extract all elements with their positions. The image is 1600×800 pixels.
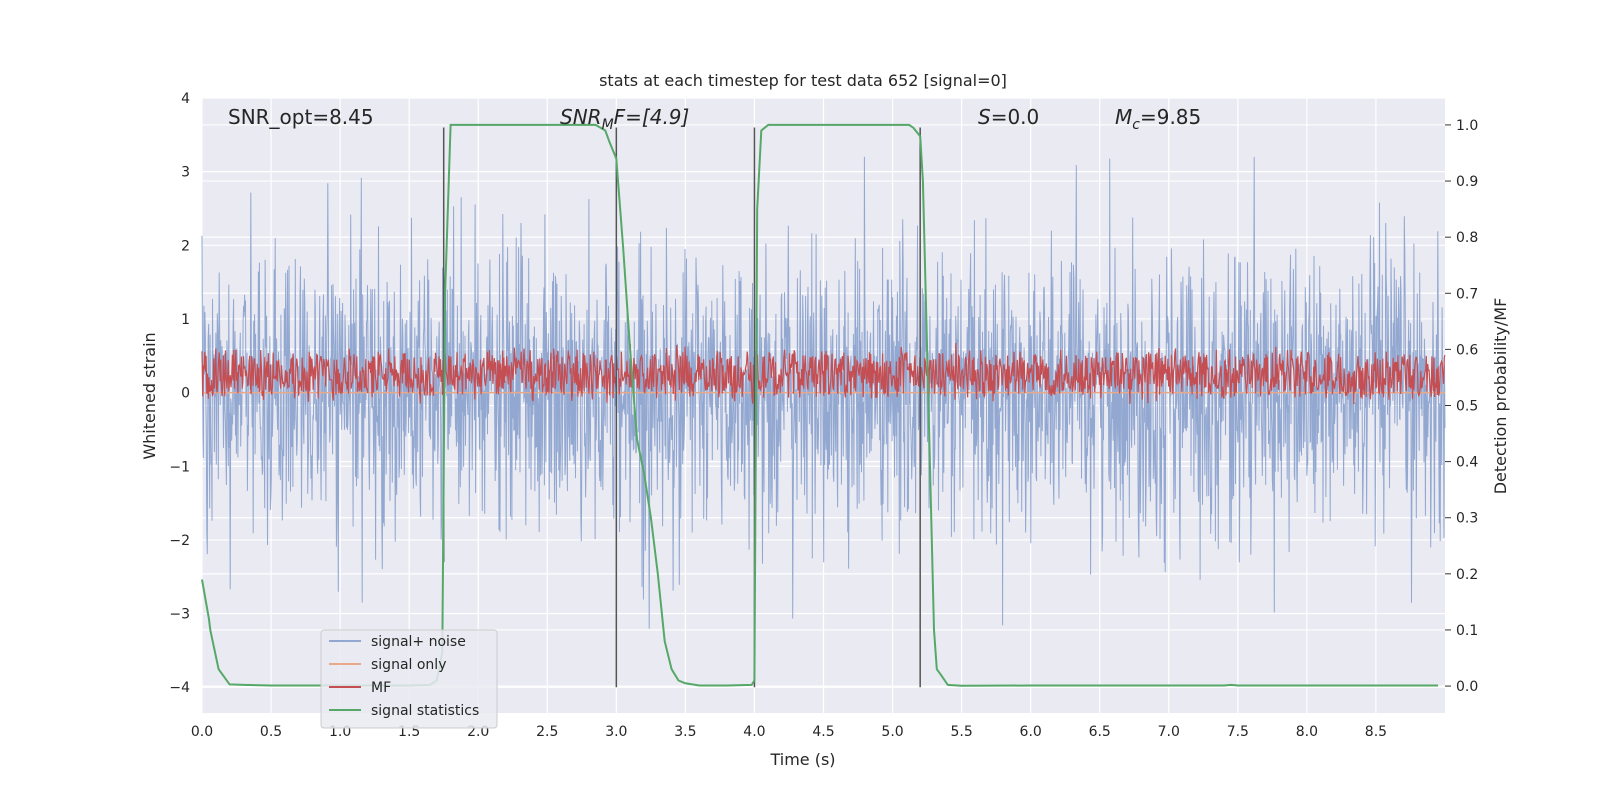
annotation-mc: Mc=9.85 bbox=[1115, 105, 1201, 133]
y-right-tick-label: 0.6 bbox=[1456, 342, 1478, 358]
legend-label-signal-only: signal only bbox=[371, 657, 446, 673]
x-tick-label: 5.0 bbox=[881, 724, 903, 740]
x-axis-label: Time (s) bbox=[769, 750, 835, 769]
x-tick-label: 7.5 bbox=[1227, 724, 1249, 740]
annotation-mc-sub: c bbox=[1132, 117, 1140, 133]
y-right-tick-label: 0.4 bbox=[1456, 455, 1478, 471]
y-right-tick-label: 0.3 bbox=[1456, 511, 1478, 527]
x-tick-label: 5.5 bbox=[950, 724, 972, 740]
annotation-snr-opt: SNR_opt=8.45 bbox=[228, 105, 374, 129]
y-right-axis-label: Detection probability/MF bbox=[1491, 298, 1510, 495]
y-left-axis-ticks: −4 −3 −2 −1 0 1 2 3 4 bbox=[169, 91, 190, 696]
x-tick-label: 8.5 bbox=[1365, 724, 1387, 740]
y-right-axis-ticks: 0.0 0.1 0.2 0.3 0.4 0.5 0.6 0.7 0.8 0.9 1.0 bbox=[1445, 118, 1478, 695]
annotation-s: S=0.0 bbox=[978, 105, 1039, 129]
x-tick-label: 4.5 bbox=[812, 724, 834, 740]
x-tick-label: 7.0 bbox=[1158, 724, 1180, 740]
x-tick-label: 0.0 bbox=[191, 724, 213, 740]
y-left-tick-label: −2 bbox=[169, 533, 190, 549]
y-right-tick-label: 0.7 bbox=[1456, 286, 1478, 302]
annotation-s-main: S bbox=[978, 105, 991, 129]
legend-label-signal-statistics: signal statistics bbox=[371, 703, 479, 719]
annotation-snr-mf-main: SNR bbox=[560, 105, 602, 129]
chart-title: stats at each timestep for test data 652… bbox=[599, 71, 1007, 90]
annotation-s-rest: =0.0 bbox=[991, 105, 1040, 129]
y-left-tick-label: 2 bbox=[181, 238, 190, 254]
y-left-tick-label: 0 bbox=[181, 386, 190, 402]
annotation-snr-mf: SNRMF=[4.9] bbox=[560, 105, 689, 133]
y-right-tick-label: 0.8 bbox=[1456, 230, 1478, 246]
y-left-tick-label: 3 bbox=[181, 165, 190, 181]
y-right-tick-label: 0.0 bbox=[1456, 679, 1478, 695]
annotation-mc-main: M bbox=[1115, 105, 1132, 129]
y-right-tick-label: 0.1 bbox=[1456, 623, 1478, 639]
x-tick-label: 2.5 bbox=[536, 724, 558, 740]
x-tick-label: 4.0 bbox=[743, 724, 765, 740]
x-tick-label: 0.5 bbox=[260, 724, 282, 740]
annotation-mc-rest: =9.85 bbox=[1140, 105, 1201, 129]
legend: signal+ noise signal only MF signal stat… bbox=[320, 629, 498, 729]
y-left-tick-label: −1 bbox=[169, 459, 190, 475]
legend-label-mf: MF bbox=[371, 680, 391, 696]
x-tick-label: 3.5 bbox=[674, 724, 696, 740]
y-right-tick-label: 1.0 bbox=[1456, 118, 1478, 134]
y-right-tick-label: 0.5 bbox=[1456, 399, 1478, 415]
y-left-tick-label: −3 bbox=[169, 607, 190, 623]
annotation-snr-mf-sub: M bbox=[602, 117, 614, 133]
series-mf bbox=[201, 342, 1446, 405]
x-tick-label: 6.0 bbox=[1020, 724, 1042, 740]
y-right-tick-label: 0.9 bbox=[1456, 174, 1478, 190]
y-left-tick-label: 4 bbox=[181, 91, 190, 107]
x-tick-label: 3.0 bbox=[605, 724, 627, 740]
y-right-tick-label: 0.2 bbox=[1456, 567, 1478, 583]
legend-box bbox=[320, 629, 498, 729]
x-tick-label: 6.5 bbox=[1089, 724, 1111, 740]
annotation-snr-mf-rest: F=[4.9] bbox=[614, 105, 690, 129]
x-tick-label: 8.0 bbox=[1296, 724, 1318, 740]
y-left-tick-label: −4 bbox=[169, 680, 190, 696]
y-left-axis-label: Whitened strain bbox=[140, 332, 159, 459]
legend-label-signal-noise: signal+ noise bbox=[371, 634, 466, 650]
y-left-tick-label: 1 bbox=[181, 312, 190, 328]
